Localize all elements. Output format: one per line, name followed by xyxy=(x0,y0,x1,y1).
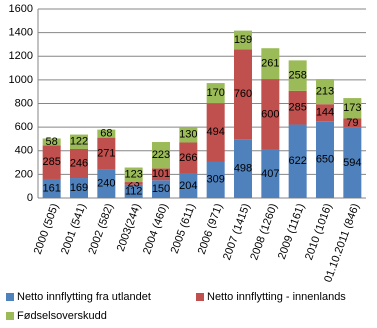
bar-segment xyxy=(261,79,280,150)
value-label: 223 xyxy=(152,149,170,161)
value-label: 101 xyxy=(152,168,170,180)
bar-segment xyxy=(288,124,307,198)
legend-swatch xyxy=(6,312,14,320)
bar-segment xyxy=(179,127,198,143)
y-tick-label: 1000 xyxy=(9,74,33,86)
value-label: 271 xyxy=(97,148,115,160)
y-tick-label: 200 xyxy=(15,168,33,180)
bar-segment xyxy=(234,49,252,140)
bar-segment xyxy=(70,148,88,179)
bar-segment xyxy=(97,129,116,138)
bar-segment xyxy=(234,139,252,198)
y-tick-label: 1400 xyxy=(9,27,33,39)
value-label: 594 xyxy=(343,157,361,169)
bar-segment xyxy=(288,90,307,125)
value-label: 261 xyxy=(261,58,279,70)
bar-segment xyxy=(152,180,170,198)
value-label: 285 xyxy=(42,156,60,168)
bar-segment xyxy=(288,60,307,91)
bar-segment xyxy=(124,182,143,185)
bar-segment xyxy=(343,127,362,198)
bar-segment xyxy=(42,178,61,198)
legend-swatch xyxy=(196,293,204,301)
x-tick-label: 2005 (611) xyxy=(169,202,198,255)
bar-segment xyxy=(124,184,143,198)
y-tick-label: 1600 xyxy=(9,3,33,15)
bar-segment xyxy=(234,30,252,50)
x-tick-label: 2006 (971) xyxy=(196,202,225,256)
legend-label: Netto innflytting - innenlands xyxy=(207,291,346,303)
bar-segment xyxy=(124,167,143,183)
value-label: 169 xyxy=(70,182,88,194)
value-label: 204 xyxy=(179,180,197,192)
value-label: 122 xyxy=(70,136,88,148)
bar-segment xyxy=(316,104,334,122)
bar-segment xyxy=(261,149,280,198)
value-label: 407 xyxy=(261,168,279,180)
bar-segment xyxy=(343,118,362,128)
value-label: 161 xyxy=(42,182,60,194)
value-label: 159 xyxy=(234,34,252,46)
value-label: 123 xyxy=(124,169,142,181)
bar-segment xyxy=(152,142,170,169)
value-label: 246 xyxy=(70,157,88,169)
bar-segment xyxy=(179,142,198,174)
bar-segment xyxy=(152,168,170,181)
bar-segment xyxy=(206,161,225,198)
y-tick-label: 600 xyxy=(15,121,33,133)
value-label: 285 xyxy=(288,102,306,114)
value-label: 130 xyxy=(179,129,197,141)
y-tick-label: 800 xyxy=(15,97,33,109)
value-label: 112 xyxy=(125,185,143,197)
value-label: 650 xyxy=(316,154,334,166)
value-label: 150 xyxy=(152,183,170,195)
value-label: 600 xyxy=(261,108,279,120)
bar-segment xyxy=(261,48,280,80)
bar-segment xyxy=(206,103,225,162)
x-tick-label: 2002 (582) xyxy=(86,202,115,256)
bar-segment xyxy=(70,178,88,198)
value-label: 58 xyxy=(46,136,58,148)
y-tick-label: 0 xyxy=(27,192,33,204)
value-label: 309 xyxy=(206,174,224,186)
value-label: 213 xyxy=(316,86,334,98)
value-label: 68 xyxy=(100,128,112,140)
legend-label: Netto innflytting fra utlandet xyxy=(17,291,151,303)
legend-swatch xyxy=(6,293,14,301)
x-tick-label: 2007 (1415) xyxy=(221,202,253,262)
value-label: 266 xyxy=(179,152,197,164)
x-tick-label: 2008 (1260) xyxy=(248,202,280,262)
value-label: 144 xyxy=(316,107,334,119)
bar-segment xyxy=(316,121,334,198)
x-tick-label: 2000 (505) xyxy=(32,202,61,256)
value-label: 760 xyxy=(234,88,252,100)
value-label: 173 xyxy=(343,102,361,114)
legend-label: Fødselsoverskudd xyxy=(17,310,107,322)
bar-segment xyxy=(179,173,198,198)
x-tick-label: 2009 (1161) xyxy=(276,202,307,261)
value-label: 498 xyxy=(234,162,252,174)
bar-segment xyxy=(70,134,88,149)
value-label: 170 xyxy=(206,87,224,99)
value-label: 79 xyxy=(346,117,358,129)
bar-segment xyxy=(97,137,116,170)
x-tick-label: 2003(244) xyxy=(115,202,143,253)
bar-segment xyxy=(316,79,334,105)
bar-segment xyxy=(42,138,61,146)
bar-segment xyxy=(343,98,362,119)
x-tick-label: 2001 (541) xyxy=(59,202,88,256)
value-label: 494 xyxy=(206,126,224,138)
x-tick-label: 2010 (1016) xyxy=(303,202,335,262)
y-tick-label: 1200 xyxy=(9,50,33,62)
bar-segment xyxy=(42,145,61,179)
bar-segment xyxy=(97,169,116,198)
y-tick-label: 400 xyxy=(15,145,33,157)
bar-segment xyxy=(206,83,225,104)
value-label: 622 xyxy=(288,155,306,167)
value-label: 258 xyxy=(288,70,306,82)
x-tick-label: 2004 (460) xyxy=(141,202,170,256)
value-label: 240 xyxy=(97,178,115,190)
